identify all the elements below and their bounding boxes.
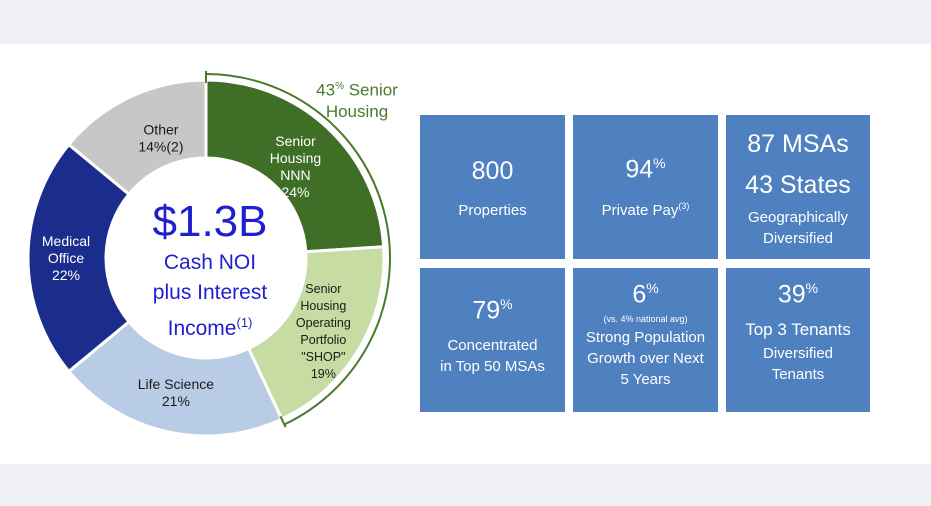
tile-geography-states: 43 States	[745, 171, 851, 199]
tile-geography-msas: 87 MSAs	[747, 130, 849, 158]
tile-geography: 87 MSAs 43 States Geographically Diversi…	[726, 115, 870, 259]
tile-concentrated-sup: %	[500, 296, 513, 312]
tile-geography-line2: Diversified	[762, 230, 834, 247]
tile-population-sup: %	[646, 280, 659, 296]
slice-label: Housing	[270, 150, 321, 166]
tile-population-note: (vs. 4% national avg)	[603, 314, 688, 325]
tile-tenants: 39% Top 3 Tenants Diversified Tenants	[726, 268, 870, 412]
tile-geography-line1: Geographically	[747, 209, 849, 226]
center-label: $1.3B Cash NOI plus Interest Income(1)	[112, 196, 308, 344]
slice-label: 22%	[52, 267, 80, 283]
bracket-label: 43% Senior Housing	[292, 76, 422, 122]
pie-slice	[246, 245, 386, 422]
tile-concentrated: 79% Concentrated in Top 50 MSAs	[420, 268, 565, 412]
tile-tenants-line2: Diversified	[762, 345, 834, 363]
tile-private-pay-text: Private Pay	[601, 202, 679, 220]
pie-slice	[26, 142, 132, 374]
tile-population: 6% (vs. 4% national avg) Strong Populati…	[573, 268, 718, 412]
slice-label: Office	[48, 250, 85, 266]
slice-label: 19%	[311, 367, 336, 381]
slice-label: Housing	[300, 299, 346, 313]
senior-housing-bracket	[205, 73, 391, 426]
slice-label: Medical	[42, 233, 90, 249]
slice-label: NNN	[280, 167, 310, 183]
center-value: $1.3B	[152, 197, 268, 246]
slice-label: 24%	[281, 184, 309, 200]
tile-concentrated-number: 79	[472, 296, 501, 325]
tile-private-pay-ref: (3)	[678, 201, 690, 212]
center-line-1: Cash NOI	[163, 251, 257, 274]
tile-population-number: 6	[632, 280, 647, 309]
tile-properties-label: Properties	[458, 202, 527, 219]
tile-tenants-value: 39%	[726, 280, 870, 309]
bracket-line2: Housing	[325, 101, 389, 121]
bracket-pct: 43	[316, 80, 336, 100]
tile-private-pay-label: Private Pay(3)	[573, 196, 718, 221]
pie-slice	[66, 319, 284, 438]
center-footnote: (1)	[236, 315, 253, 330]
slice-label: Life Science	[138, 376, 214, 392]
bracket-tick	[279, 415, 287, 428]
bracket-pct-sup: %	[335, 81, 344, 92]
tile-population-line2: Growth over Next	[587, 350, 704, 368]
tile-tenants-sup: %	[805, 280, 819, 296]
tile-population-line3: 5 Years	[620, 371, 671, 389]
slice-label: "SHOP"	[301, 350, 345, 364]
tile-population-line1: Strong Population	[585, 329, 706, 347]
donut-hole	[107, 159, 305, 357]
slice-label: Other	[143, 122, 178, 138]
tile-tenants-line3: Tenants	[771, 366, 825, 384]
slice-label: Operating	[296, 316, 351, 330]
bracket-line1: Senior	[348, 80, 398, 100]
tile-concentrated-line2: in Top 50 MSAs	[440, 358, 545, 376]
pie-slice	[204, 78, 386, 254]
center-line-3: Income(1)	[112, 308, 308, 344]
tile-properties-value: 800	[471, 157, 514, 185]
tile-private-pay-value: 94%	[573, 155, 718, 184]
tile-private-pay-sup: %	[653, 155, 666, 171]
tile-tenants-number: 39	[777, 280, 806, 309]
slice-label: 14%(2)	[138, 139, 183, 155]
tile-population-value: 6%	[573, 280, 718, 309]
tile-properties: 800 Properties	[420, 115, 565, 259]
tile-private-pay-number: 94	[625, 155, 654, 184]
tile-tenants-line1: Top 3 Tenants	[745, 320, 851, 340]
center-line-2: plus Interest	[152, 281, 268, 304]
tile-concentrated-line1: Concentrated	[447, 337, 538, 355]
slice-label: Senior	[305, 282, 341, 296]
slice-label: 21%	[162, 393, 190, 409]
slice-label: Senior	[275, 133, 316, 149]
tile-private-pay: 94% Private Pay(3)	[573, 115, 718, 259]
center-line-3-text: Income	[167, 317, 237, 340]
slice-label: Portfolio	[300, 333, 346, 347]
tile-concentrated-value: 79%	[420, 296, 565, 325]
